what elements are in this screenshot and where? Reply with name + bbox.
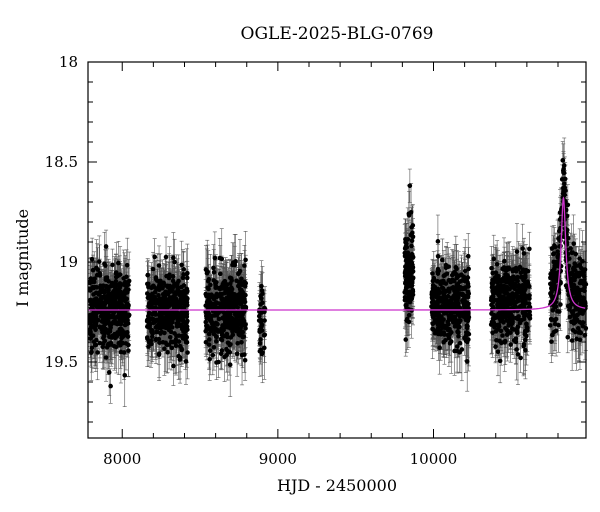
chart-title: OGLE-2025-BLG-0769 — [241, 24, 434, 44]
